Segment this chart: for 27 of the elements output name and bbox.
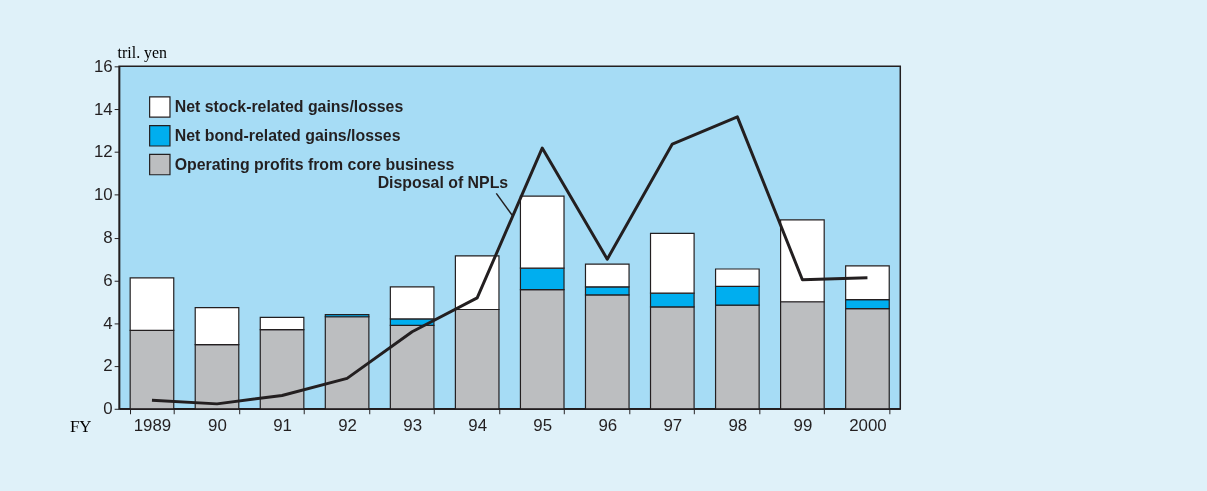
y-tick-label: 8 bbox=[103, 228, 113, 248]
x-tick-label: 97 bbox=[663, 416, 683, 436]
x-tick-label: 99 bbox=[793, 416, 813, 436]
x-tick-label: 93 bbox=[403, 416, 423, 436]
y-tick-label: 6 bbox=[103, 270, 113, 290]
x-tick-label: 96 bbox=[598, 416, 618, 436]
x-tick-label: 90 bbox=[208, 416, 227, 436]
legend-label: Net stock-related gains/losses bbox=[174, 98, 404, 115]
x-tick-label: 94 bbox=[468, 416, 488, 436]
series-label: Disposal of NPLs bbox=[377, 174, 509, 192]
y-tick-label: 4 bbox=[103, 313, 113, 333]
x-axis-title: FY bbox=[69, 417, 92, 437]
y-axis-title: tril. yen bbox=[117, 43, 168, 62]
x-tick-label: 1989 bbox=[133, 416, 172, 436]
x-tick-label: 91 bbox=[273, 416, 292, 436]
y-tick-label: 0 bbox=[103, 399, 113, 419]
legend-label: Net bond-related gains/losses bbox=[174, 126, 401, 144]
y-tick-label: 14 bbox=[93, 99, 113, 119]
y-tick-label: 12 bbox=[93, 142, 113, 162]
y-tick-label: 16 bbox=[93, 56, 113, 76]
x-tick-label: 2000 bbox=[849, 416, 887, 436]
legend-label: Operating profits from core business bbox=[174, 155, 455, 173]
y-tick-label: 2 bbox=[103, 356, 113, 376]
x-tick-label: 95 bbox=[533, 416, 553, 436]
x-tick-label: 92 bbox=[338, 416, 357, 436]
x-tick-label: 98 bbox=[728, 416, 748, 436]
y-tick-label: 10 bbox=[93, 185, 113, 205]
